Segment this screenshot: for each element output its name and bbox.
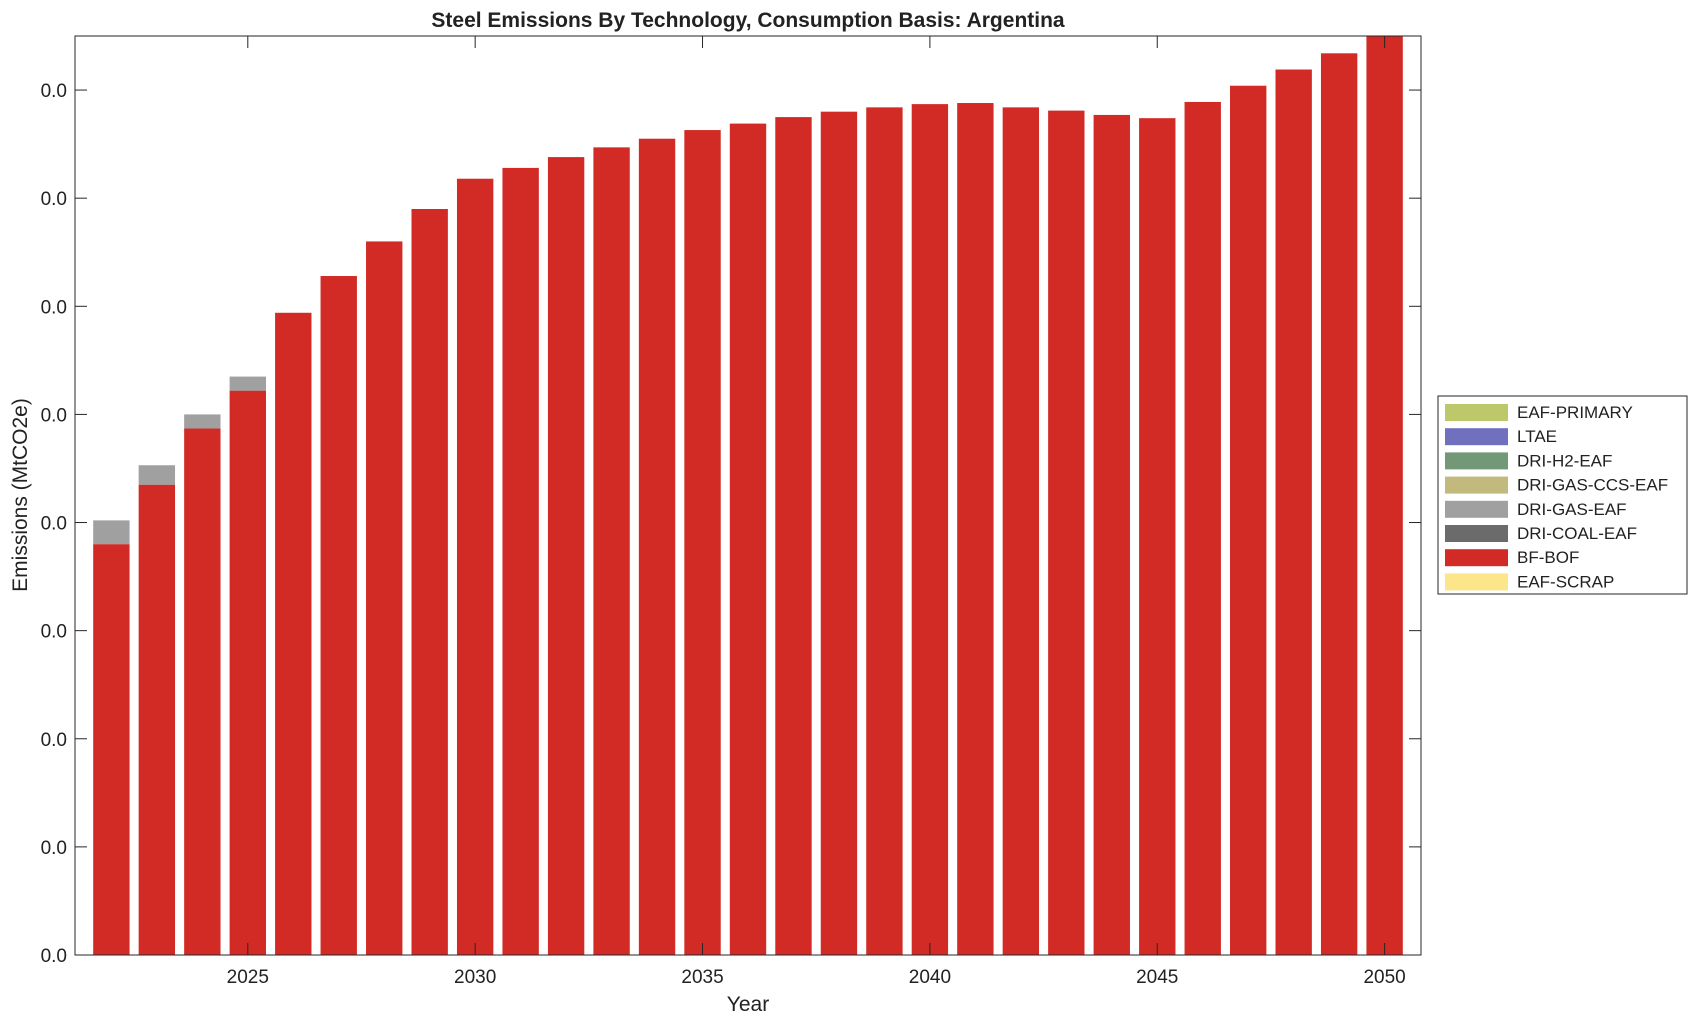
legend-label-dri-h2-eaf: DRI-H2-EAF — [1517, 451, 1612, 470]
legend-label-eaf-scrap: EAF-SCRAP — [1517, 572, 1614, 591]
legend-label-bf-bof: BF-BOF — [1517, 548, 1579, 567]
legend-swatch-dri-h2-eaf — [1445, 452, 1508, 470]
bar-bf-bof-2045 — [1139, 118, 1176, 956]
bar-bf-bof-2040 — [911, 104, 949, 956]
bar-bf-bof-2030 — [456, 178, 494, 956]
bar-bf-bof-2035 — [684, 130, 721, 955]
legend-swatch-dri-gas-ccs-eaf — [1445, 476, 1508, 494]
chart-title: Steel Emissions By Technology, Consumpti… — [431, 9, 1065, 32]
bar-bf-bof-2038 — [820, 111, 858, 956]
legend-label-ltae: LTAE — [1517, 427, 1557, 446]
bar-bf-bof-2049 — [1320, 53, 1358, 956]
bars-layer — [93, 36, 1403, 956]
y-tick-label: 0.0 — [41, 838, 67, 859]
ticks-layer: 0.0 0.0 0.0 0.0 0.0 0.0 0.0 0.0 0.0 2025 2030 2035 2… — [41, 36, 1421, 988]
x-tick-label: 2050 — [1363, 967, 1405, 988]
legend: EAF-PRIMARY LTAE DRI-H2-EAF DRI-GAS-CCS-EAF… — [1437, 395, 1688, 595]
x-tick-label: 2025 — [227, 967, 269, 988]
legend-swatch-ltae — [1445, 428, 1508, 446]
x-tick-label: 2045 — [1136, 967, 1178, 988]
y-axis-label: Emissions (MtCO2e) — [9, 398, 32, 592]
bar-bf-bof-2037 — [775, 117, 812, 956]
bar-bf-bof-2025 — [229, 390, 266, 955]
bar-bf-bof-2048 — [1275, 69, 1312, 955]
bar-bf-bof-2033 — [593, 147, 630, 956]
x-axis-label: Year — [727, 993, 769, 1016]
bar-bf-bof-2042 — [1002, 107, 1040, 956]
y-tick-label: 0.0 — [41, 189, 67, 210]
y-tick-label: 0.0 — [41, 730, 67, 751]
y-tick-label: 0.0 — [41, 297, 67, 318]
legend-label-dri-gas-eaf: DRI-GAS-EAF — [1517, 500, 1627, 519]
y-tick-label: 0.0 — [41, 405, 67, 426]
bar-bf-bof-2032 — [547, 157, 585, 956]
bar-bf-bof-2034 — [638, 138, 676, 955]
bar-bf-bof-2031 — [502, 167, 539, 955]
bar-bf-bof-2046 — [1184, 101, 1221, 955]
legend-swatch-dri-gas-eaf — [1445, 500, 1508, 518]
bar-bf-bof-2029 — [411, 208, 448, 956]
bar-bf-bof-2039 — [866, 107, 903, 956]
bar-bf-bof-2036 — [729, 123, 767, 955]
legend-swatch-dri-coal-eaf — [1445, 525, 1508, 542]
bar-bf-bof-2027 — [320, 276, 357, 955]
bar-bf-bof-2024 — [184, 428, 221, 956]
legend-label-dri-gas-ccs-eaf: DRI-GAS-CCS-EAF — [1517, 476, 1668, 495]
legend-swatch-eaf-scrap — [1445, 573, 1508, 591]
bar-bf-bof-2026 — [275, 312, 312, 955]
bar-bf-bof-2050 — [1366, 36, 1403, 955]
bar-dri-gas-eaf-2024 — [184, 414, 221, 429]
bar-dri-gas-eaf-2025 — [229, 376, 266, 391]
bar-bf-bof-2041 — [957, 103, 994, 955]
legend-swatch-bf-bof — [1445, 549, 1508, 567]
bar-bf-bof-2028 — [366, 241, 403, 956]
plot-frame — [74, 35, 1422, 956]
bar-dri-gas-eaf-2022 — [93, 520, 130, 545]
bar-dri-gas-eaf-2023 — [138, 465, 176, 485]
x-tick-label: 2030 — [454, 967, 496, 988]
y-tick-label: 0.0 — [41, 514, 67, 535]
x-tick-label: 2035 — [681, 967, 723, 988]
legend-label-dri-coal-eaf: DRI-COAL-EAF — [1517, 524, 1637, 543]
x-tick-label: 2040 — [909, 967, 951, 988]
legend-label-eaf-primary: EAF-PRIMARY — [1517, 403, 1633, 422]
bar-bf-bof-2047 — [1230, 85, 1267, 956]
bar-bf-bof-2044 — [1093, 114, 1130, 956]
bar-bf-bof-2043 — [1048, 110, 1085, 956]
y-tick-label: 0.0 — [41, 946, 67, 967]
bar-bf-bof-2022 — [93, 544, 130, 955]
legend-swatch-eaf-primary — [1445, 404, 1508, 421]
y-tick-label: 0.0 — [41, 81, 67, 102]
bar-bf-bof-2023 — [138, 484, 176, 955]
y-tick-label: 0.0 — [41, 622, 67, 643]
